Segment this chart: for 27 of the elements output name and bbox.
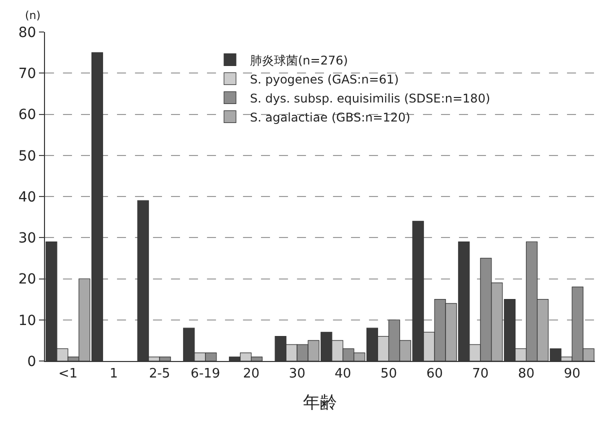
x-tick-label: 40 — [334, 366, 352, 382]
y-tick-label: 70 — [18, 66, 36, 82]
legend-label: S. dys. subsp. equisimilis (SDSE:n=180) — [250, 91, 490, 106]
y-tick-label: 0 — [27, 354, 36, 370]
x-tick-label: 2-5 — [148, 366, 170, 382]
x-tick-label: 90 — [564, 366, 580, 382]
x-tick-label: 20 — [242, 366, 260, 382]
x-tick-label: 60 — [426, 366, 443, 382]
y-tick-label: 10 — [18, 312, 36, 329]
y-tick-label: 50 — [18, 148, 36, 164]
y-axis-title: (n) — [25, 9, 41, 22]
y-tick-label: 40 — [18, 189, 36, 206]
x-tick-label: 1 — [110, 366, 118, 382]
y-tick-label: 20 — [18, 272, 36, 288]
x-tick-label: 80 — [518, 366, 535, 382]
x-tick-label: 50 — [380, 366, 398, 382]
legend-label: S. pyogenes (GAS:n=61) — [250, 72, 399, 86]
x-tick-label: 30 — [288, 366, 306, 382]
legend-label: S. agalactiae (GBS:n=120) — [250, 110, 410, 124]
y-tick-label: 80 — [18, 24, 36, 41]
y-tick-label: 60 — [18, 107, 36, 124]
x-tick-label: <1 — [58, 366, 78, 382]
x-tick-label: 70 — [472, 366, 489, 382]
x-tick-label: 6-19 — [190, 366, 220, 382]
legend-label: 肺炎球菌(n=276) — [250, 53, 348, 68]
y-tick-label: 30 — [18, 230, 36, 247]
x-axis-title: 年齢 — [303, 393, 337, 413]
